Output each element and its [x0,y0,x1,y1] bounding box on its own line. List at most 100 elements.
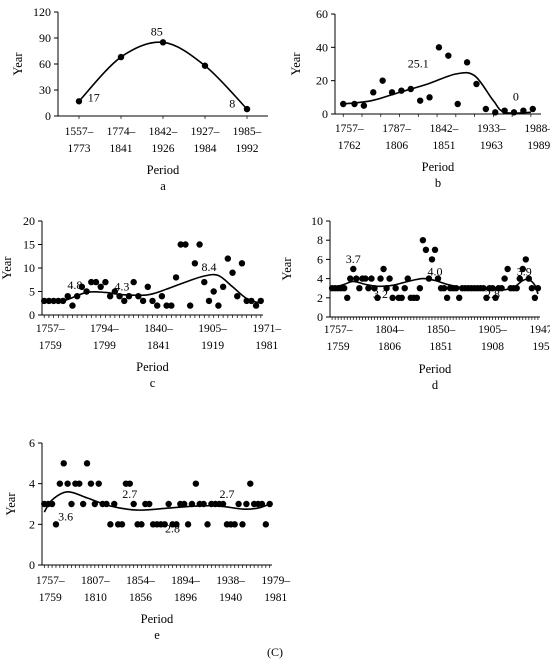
data-point [172,274,180,281]
data-point [258,500,266,508]
data-point [191,260,199,267]
data-point [239,521,246,528]
y-axis-title: Year [11,52,25,76]
data-point [356,285,363,292]
data-annotation: 2.8 [165,521,180,535]
data-point [103,500,110,508]
y-tick-label: 0 [317,310,323,324]
x-axis-title: Period [419,362,452,376]
data-point [413,294,421,301]
data-point [513,285,520,292]
data-point [386,275,393,282]
y-tick-label: 40 [316,40,328,54]
data-point [520,107,527,114]
data-point [428,256,436,263]
y-tick-label: 90 [39,31,51,45]
data-annotation: 3.9 [517,265,532,279]
data-point [83,288,90,295]
data-point [107,521,114,528]
data-annotation: 4.0 [428,265,443,279]
data-point [498,285,505,292]
data-point [379,77,386,84]
data-point [192,480,200,487]
y-tick-label: 2 [317,291,323,305]
data-point [45,297,53,305]
y-tick-label: 20 [23,214,35,228]
data-point [392,285,399,292]
data-annotation: 0 [513,90,519,104]
data-annotation: 17 [88,90,100,104]
data-point [149,297,156,305]
y-tick-label: 60 [316,7,328,21]
data-point [501,107,508,114]
trend-line [43,490,270,513]
data-point [243,500,250,508]
data-point [489,285,496,292]
data-point [425,275,433,282]
x-tick-label: 1807– [81,575,110,587]
data-point [224,255,232,262]
data-point [422,246,430,253]
data-point [398,87,405,94]
x-tick-label: 1851 [433,140,456,152]
data-point [69,302,76,309]
data-point [383,285,390,292]
data-annotation: 4.3 [114,280,129,294]
data-point [231,521,238,528]
data-point [516,275,523,282]
data-point [238,260,246,267]
data-point [204,521,211,528]
chart-panel-c: 0 5 10 15 20 1757– 1759 1794– 1799 1840– 1841 1905–… [0,214,281,390]
data-point [454,100,461,108]
data-point [68,500,75,508]
chart-panel-b: 0 20 40 60 1757– 1762 1787– 1806 1842– 1851 1933– 1… [289,7,550,190]
data-point [75,98,83,105]
x-tick-label: 1988– [524,123,550,135]
data-point [196,241,203,248]
x-tick-label: 1963 [480,140,503,152]
data-annotation: 8.4 [201,260,216,274]
data-point [163,302,170,309]
x-tick-label: 1759 [39,340,62,352]
x-tick-label: 1774– [107,126,136,138]
x-axis-title: Period [422,160,455,174]
data-point [235,500,242,508]
data-point [529,105,536,113]
data-point [371,285,378,292]
data-annotation: 2.8 [485,287,500,301]
x-tick-label: 1894– [171,575,200,587]
y-tick-label: 15 [23,238,35,252]
data-point [398,294,405,301]
x-tick-label: 1762 [338,140,361,152]
data-point [463,59,471,66]
data-annotation: 4.8 [67,278,82,292]
data-point [135,293,142,300]
data-point [55,297,62,305]
data-point [182,241,189,248]
data-point [368,275,375,282]
x-tick-label: 1926 [152,143,175,155]
y-axis-title: Year [0,256,14,280]
data-point [154,302,161,309]
data-point [262,521,270,528]
data-point [159,39,167,46]
data-point [219,500,227,508]
data-point [360,102,368,109]
y-tick-label: 6 [29,436,35,450]
data-point [435,44,443,51]
data-point [492,109,499,116]
x-tick-label: 1841 [110,143,133,155]
data-point [59,297,67,305]
x-tick-label: 1842– [149,126,178,138]
data-annotation: 2.7 [122,487,137,501]
x-tick-label: 1840– [144,323,173,335]
y-tick-label: 10 [23,261,35,275]
data-point [416,285,424,292]
x-tick-label: 1905– [198,323,227,335]
data-point [522,256,529,263]
y-tick-label: 4 [29,477,35,491]
data-point [165,500,172,508]
data-point [431,246,439,253]
x-tick-label: 1794– [90,323,119,335]
y-tick-label: 30 [39,83,51,97]
